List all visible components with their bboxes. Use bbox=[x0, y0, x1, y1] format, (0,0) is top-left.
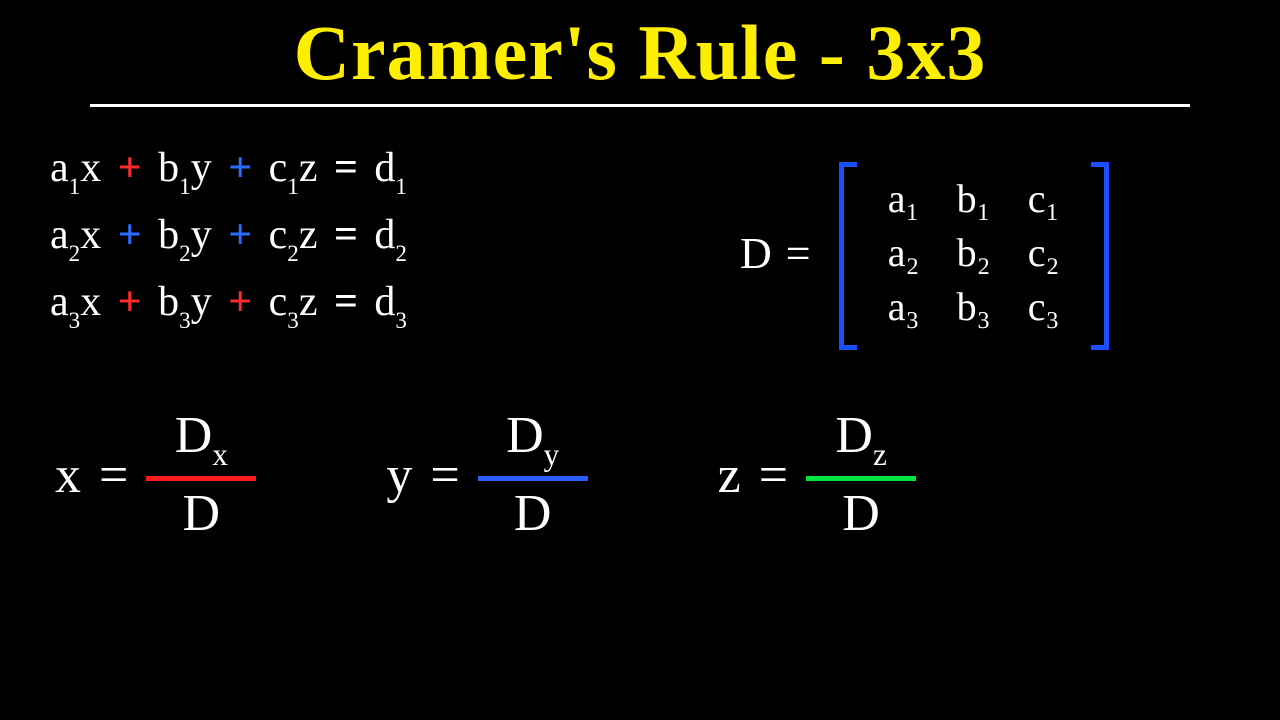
page-title: Cramer's Rule - 3x3 bbox=[0, 0, 1280, 98]
determinant-definition: D = a₁b₁c₁a₂b₂c₂a₃b₃c₃ bbox=[740, 162, 1109, 344]
equals-sign: = bbox=[759, 446, 788, 505]
equation-row: a3x + b3y + c3z = d3 bbox=[50, 271, 407, 334]
matrix-row: a₃b₃c₃ bbox=[869, 280, 1079, 334]
coefficient-matrix: a₁b₁c₁a₂b₂c₂a₃b₃c₃ bbox=[839, 162, 1109, 344]
matrix-cell: a₂ bbox=[869, 226, 939, 280]
det-label: D bbox=[740, 228, 772, 279]
matrix-cell: c₃ bbox=[1009, 280, 1079, 334]
fraction-bar bbox=[806, 476, 916, 481]
equation-row: a2x + b2y + c2z = d2 bbox=[50, 204, 407, 267]
matrix-cell: a₃ bbox=[869, 280, 939, 334]
matrix-row: a₂b₂c₂ bbox=[869, 226, 1079, 280]
numerator: Dz bbox=[821, 407, 900, 472]
fraction: Dy D bbox=[478, 407, 588, 544]
equation-row: a1x + b1y + c1z = d1 bbox=[50, 137, 407, 200]
numerator: Dy bbox=[492, 407, 573, 472]
denominator: D bbox=[500, 485, 566, 544]
matrix-cell: b₂ bbox=[939, 226, 1009, 280]
equals-sign: = bbox=[772, 228, 825, 279]
right-bracket-icon bbox=[1091, 162, 1109, 350]
matrix-row: a₁b₁c₁ bbox=[869, 172, 1079, 226]
fraction: Dx D bbox=[146, 407, 256, 544]
matrix-cell: c₂ bbox=[1009, 226, 1079, 280]
equals-sign: = bbox=[430, 446, 459, 505]
content-area: a1x + b1y + c1z = d1a2x + b2y + c2z = d2… bbox=[0, 107, 1280, 667]
solution-z: z = Dz D bbox=[718, 407, 916, 544]
matrix-cell: b₁ bbox=[939, 172, 1009, 226]
denominator: D bbox=[828, 485, 894, 544]
equals-sign: = bbox=[99, 446, 128, 505]
matrix-cell: a₁ bbox=[869, 172, 939, 226]
var-label: z bbox=[718, 446, 741, 505]
solution-y: y = Dy D bbox=[386, 407, 587, 544]
denominator: D bbox=[169, 485, 235, 544]
matrix-rows: a₁b₁c₁a₂b₂c₂a₃b₃c₃ bbox=[859, 170, 1089, 336]
numerator: Dx bbox=[161, 407, 242, 472]
solution-x: x = Dx D bbox=[55, 407, 256, 544]
fraction-bar bbox=[478, 476, 588, 481]
matrix-cell: b₃ bbox=[939, 280, 1009, 334]
fraction: Dz D bbox=[806, 407, 916, 544]
system-of-equations: a1x + b1y + c1z = d1a2x + b2y + c2z = d2… bbox=[50, 137, 407, 338]
left-bracket-icon bbox=[839, 162, 857, 350]
var-label: y bbox=[386, 446, 412, 505]
fraction-bar bbox=[146, 476, 256, 481]
var-label: x bbox=[55, 446, 81, 505]
matrix-cell: c₁ bbox=[1009, 172, 1079, 226]
solution-formulas: x = Dx Dy = Dy Dz = Dz D bbox=[55, 407, 916, 544]
